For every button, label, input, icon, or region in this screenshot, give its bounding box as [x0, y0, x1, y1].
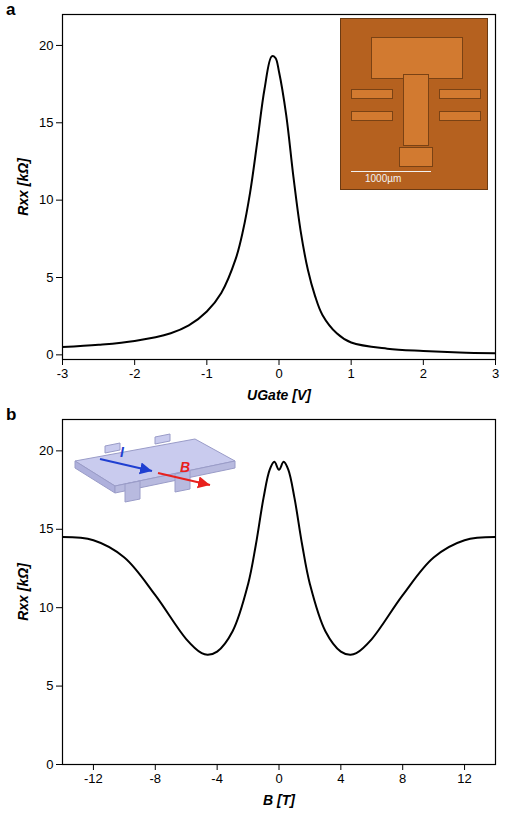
svg-text:0: 0: [275, 366, 282, 381]
svg-text:0: 0: [275, 771, 282, 786]
svg-text:-12: -12: [84, 771, 103, 786]
svg-text:-8: -8: [150, 771, 162, 786]
svg-text:10: 10: [39, 192, 53, 207]
svg-text:8: 8: [399, 771, 406, 786]
svg-text:15: 15: [39, 115, 53, 130]
svg-text:Rxx [kΩ]: Rxx [kΩ]: [15, 157, 31, 216]
svg-text:1: 1: [348, 366, 355, 381]
svg-text:3: 3: [492, 366, 499, 381]
html-text:a: a: [6, 0, 16, 19]
svg-text:-2: -2: [129, 366, 141, 381]
svg-text:12: 12: [457, 771, 471, 786]
svg-text:B [T]: B [T]: [263, 792, 296, 808]
html-text:1000µm: 1000µm: [365, 173, 402, 184]
html-text:b: b: [6, 405, 17, 424]
svg-text:Rxx [kΩ]: Rxx [kΩ]: [15, 562, 31, 621]
svg-text:-1: -1: [201, 366, 213, 381]
svg-text:-3: -3: [57, 366, 69, 381]
svg-text:B: B: [180, 459, 190, 475]
svg-text:2: 2: [420, 366, 427, 381]
svg-text:-4: -4: [211, 771, 223, 786]
svg-text:UGate [V]: UGate [V]: [247, 387, 312, 403]
svg-text:0: 0: [46, 347, 53, 362]
svg-text:20: 20: [39, 443, 53, 458]
svg-text:10: 10: [39, 600, 53, 615]
svg-text:15: 15: [39, 521, 53, 536]
svg-text:I: I: [120, 444, 125, 460]
svg-text:5: 5: [46, 678, 53, 693]
svg-text:5: 5: [46, 270, 53, 285]
svg-text:4: 4: [337, 771, 344, 786]
svg-text:20: 20: [39, 38, 53, 53]
svg-text:0: 0: [46, 757, 53, 772]
